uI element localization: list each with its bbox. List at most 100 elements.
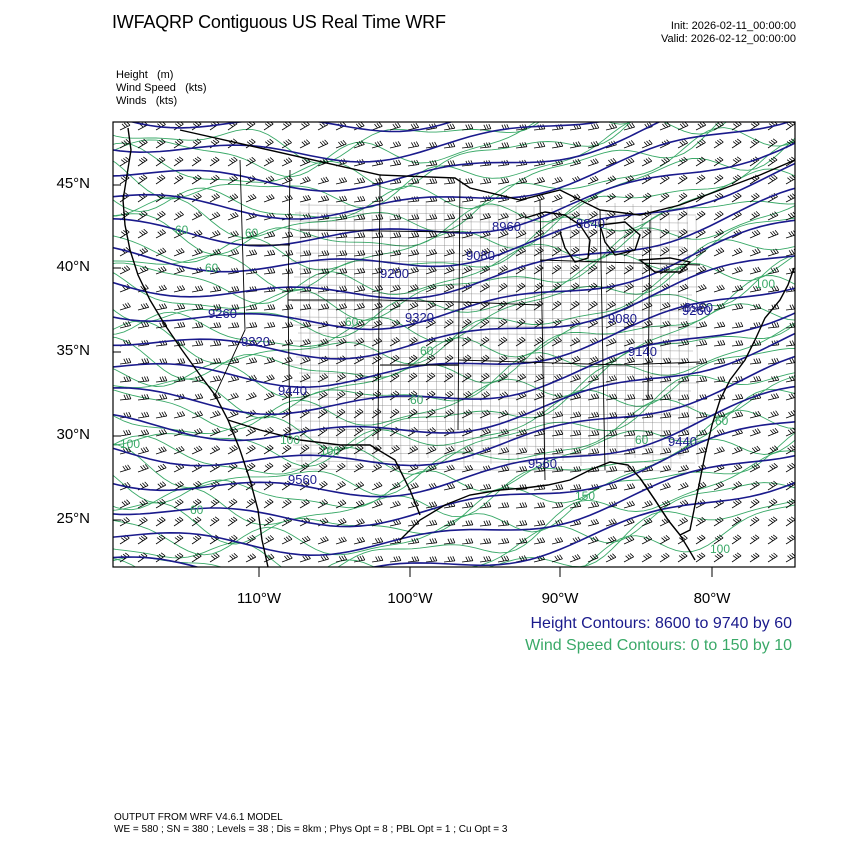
wind-barb (209, 211, 221, 221)
wind-barb (785, 498, 795, 509)
wind-barb (443, 141, 456, 149)
wind-barb (497, 142, 510, 149)
height-contour-line (113, 312, 795, 416)
wind-barb (299, 231, 312, 239)
county-line (398, 207, 402, 463)
wind-barb (605, 518, 617, 527)
wind-barb (461, 483, 474, 491)
wind-barb (713, 265, 725, 275)
wind-barb (353, 267, 366, 275)
wind-barb (425, 556, 438, 563)
wind-barb (389, 301, 401, 311)
wind-barb (245, 175, 257, 185)
wind-barb (551, 282, 562, 293)
wind-barb (137, 302, 150, 311)
wind-barb (497, 177, 510, 185)
wind-barb (227, 553, 238, 563)
wind-barb (749, 393, 762, 401)
wind-barb (749, 192, 760, 203)
wind-barb (767, 463, 778, 473)
wind-barb (749, 156, 760, 167)
wind-barb (407, 426, 418, 437)
wind-barb (353, 214, 366, 221)
wind-barb (713, 138, 724, 149)
wind-barb (335, 373, 346, 383)
wind-barb (425, 178, 438, 185)
county-line (596, 201, 600, 449)
wind-barb (641, 500, 653, 509)
wind-barb (317, 268, 330, 275)
wind-barb (641, 283, 652, 293)
wind-barb (677, 246, 688, 257)
wind-barb (677, 376, 690, 383)
wind-barb (587, 123, 600, 131)
wind-barb (281, 249, 294, 257)
wind-barb (353, 285, 366, 293)
wind-barb (137, 394, 150, 401)
wind-barb (587, 501, 600, 509)
county-line (296, 292, 693, 296)
wind-barb (209, 410, 221, 419)
wind-barb (695, 411, 708, 419)
wind-barb (749, 266, 761, 275)
wind-barb (173, 498, 184, 509)
county-line (659, 213, 663, 455)
wind-barb (299, 517, 311, 527)
wind-barb (497, 428, 509, 437)
wind-barb (479, 142, 492, 149)
wind-barb (227, 392, 239, 401)
wind-barb (497, 265, 508, 275)
wind-barb (173, 393, 186, 401)
county-line (578, 200, 582, 467)
wind-barb (641, 552, 652, 563)
wind-barb (569, 141, 582, 149)
wind-barb (785, 322, 795, 329)
wind-barb (605, 430, 618, 437)
wind-barb (317, 408, 328, 419)
height-contour-line (113, 287, 795, 389)
wind-barb (281, 553, 293, 563)
wind-barb (119, 357, 132, 365)
wind-contour-label: 150 (575, 489, 595, 503)
wind-barb (587, 282, 598, 293)
wind-barb (407, 500, 420, 509)
wind-barb (299, 535, 311, 545)
wind-barb (371, 140, 383, 149)
county-line (515, 205, 519, 461)
valid-time: Valid: 2026-02-12_00:00:00 (661, 33, 796, 45)
wind-barb (155, 516, 166, 527)
wind-barb (641, 338, 653, 347)
wind-barb (137, 122, 148, 131)
wind-barb (371, 481, 383, 491)
wind-speed-contour-line (113, 122, 633, 178)
wind-barb (227, 409, 239, 419)
wind-barb (173, 303, 186, 311)
wind-barb (695, 464, 707, 473)
wind-barb (443, 354, 454, 365)
wind-barb (785, 462, 795, 473)
wind-speed-contour-line (113, 376, 795, 496)
county-line (434, 209, 438, 450)
wind-barb (659, 482, 671, 491)
wind-barb (137, 358, 150, 365)
wind-barb (389, 500, 401, 509)
wind-barb (281, 535, 293, 545)
wind-barb (173, 375, 186, 383)
wind-barb (335, 267, 348, 275)
wind-barb (191, 410, 203, 419)
wind-barb (119, 499, 131, 509)
wind-contour-label: 100 (280, 433, 300, 447)
height-contour-legend: Height Contours: 8600 to 9740 by 60 (530, 615, 792, 632)
wind-barb (209, 138, 220, 149)
wind-barb (281, 480, 292, 491)
wind-barb (209, 156, 220, 167)
wind-barb (443, 123, 456, 131)
wind-barb (263, 268, 276, 275)
wind-barb (173, 516, 184, 527)
wind-barb (659, 122, 671, 131)
wind-barb (371, 426, 382, 437)
wind-barb (713, 358, 726, 365)
wind-barb (623, 175, 634, 185)
wind-barb (713, 516, 724, 527)
county-line (291, 404, 695, 408)
